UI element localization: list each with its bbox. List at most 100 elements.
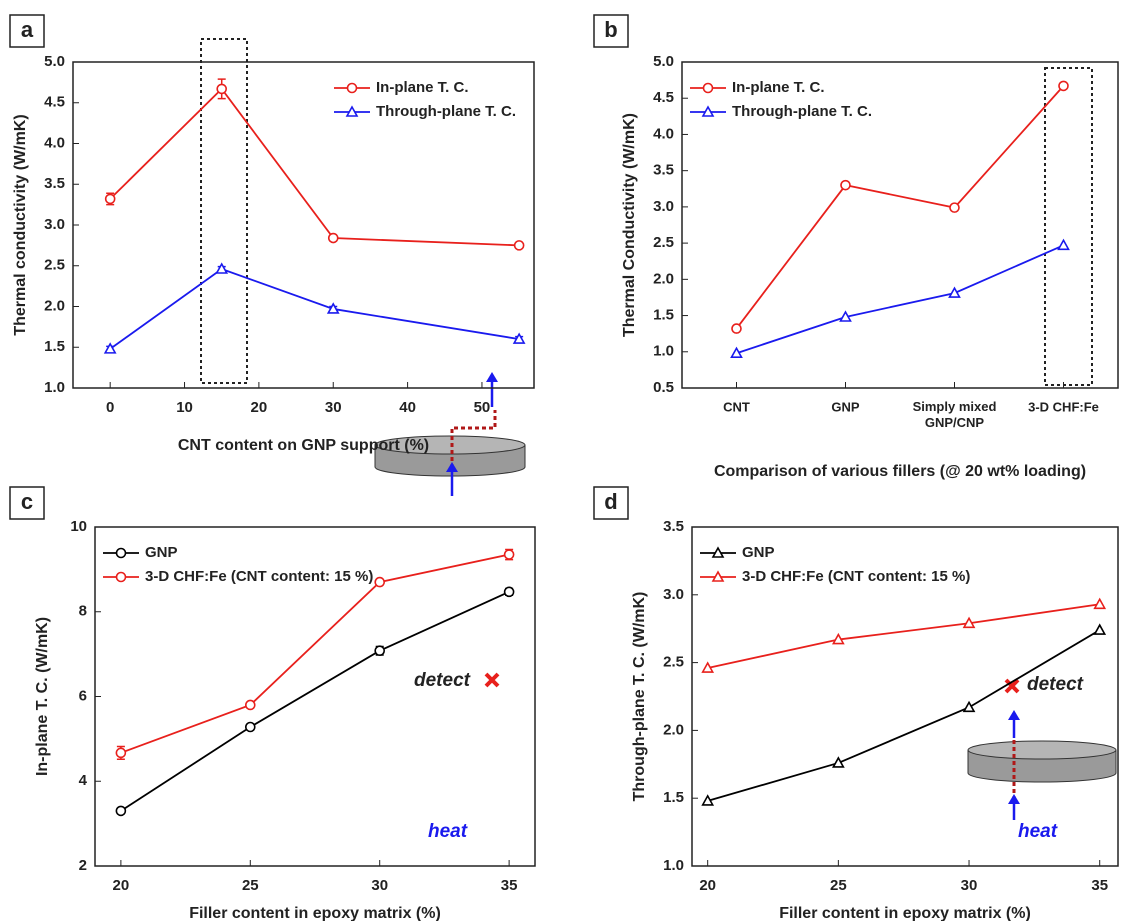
y-tick-label: 1.0	[663, 857, 684, 874]
y-tick-label: 1.5	[44, 338, 65, 355]
series-line	[120, 591, 510, 812]
y-axis-title: In-plane T. C. (W/mK)	[34, 617, 51, 776]
marker	[503, 586, 515, 598]
y-tick-label: 3.5	[663, 518, 684, 535]
y-tick-label: 4.0	[44, 134, 65, 151]
legend-label: Through-plane T. C.	[732, 103, 872, 120]
x-tick-label: 30	[325, 399, 342, 416]
marker	[244, 721, 256, 733]
y-tick-label: 3.0	[653, 198, 674, 215]
plot-frame	[72, 61, 535, 389]
y-tick-label: 1.5	[663, 789, 684, 806]
panel-label: d	[604, 489, 617, 514]
plot-frame	[691, 526, 1119, 867]
x-tick-label: 0	[106, 399, 114, 416]
legend-marker	[711, 570, 725, 582]
y-axis-title: Through-plane T. C. (W/mK)	[631, 592, 648, 802]
panel-label-box	[9, 486, 45, 520]
marker	[730, 346, 743, 359]
series-line	[707, 629, 1101, 802]
annotation: detect	[414, 670, 471, 691]
y-tick-label: 5.0	[653, 53, 674, 70]
legend-label: Through-plane T. C.	[376, 103, 516, 120]
legend-label: 3-D CHF:Fe (CNT content: 15 %)	[145, 568, 373, 585]
x-axis-title: Filler content in epoxy matrix (%)	[189, 905, 441, 921]
x-tick-label: 20	[699, 877, 716, 894]
legend-marker	[711, 546, 725, 558]
panel-label: b	[604, 17, 617, 42]
legend-label: GNP	[742, 544, 775, 561]
x-axis-title: CNT content on GNP support (%)	[178, 437, 429, 454]
marker	[831, 756, 845, 768]
y-tick-label: 0.5	[653, 379, 674, 396]
x-tick-label: 25	[242, 877, 259, 894]
marker	[115, 805, 127, 817]
legend-marker	[702, 82, 714, 94]
x-tick-label: GNP	[831, 399, 860, 414]
marker	[512, 332, 526, 344]
y-tick-label: 3.0	[44, 216, 65, 233]
legend-label: In-plane T. C.	[376, 79, 469, 96]
marker	[701, 661, 715, 673]
marker	[1093, 597, 1107, 610]
x-tick-label: 3-D CHF:Fe	[1028, 399, 1099, 414]
x-tick-label: 35	[1091, 877, 1108, 894]
x-axis-title: Comparison of various fillers (@ 20 wt% …	[714, 463, 1086, 480]
legend-label: GNP	[145, 544, 178, 561]
y-tick-label: 2.0	[653, 270, 674, 287]
y-tick-label: 4	[79, 772, 88, 789]
marker	[948, 286, 961, 298]
marker	[831, 632, 845, 645]
y-tick-label: 2.5	[653, 234, 674, 251]
marker	[1093, 623, 1107, 635]
marker	[103, 342, 117, 354]
x-tick-label: Simply mixed GNP/CNP	[913, 399, 997, 430]
x-tick-label: 20	[251, 399, 268, 416]
panel-label: c	[21, 489, 33, 514]
y-tick-label: 5.0	[44, 53, 65, 70]
legend-marker	[115, 571, 127, 583]
y-tick-label: 2.5	[663, 654, 684, 671]
marker	[513, 240, 525, 251]
sample-illustration: detect heat	[967, 674, 1117, 842]
y-tick-label: 1.0	[44, 379, 65, 396]
plot-frame	[94, 526, 536, 867]
x-tick-label: 10	[176, 399, 193, 416]
plot-frame	[681, 61, 1119, 389]
marker	[215, 262, 229, 274]
y-tick-label: 4.0	[653, 125, 674, 142]
legend-label: In-plane T. C.	[732, 79, 825, 96]
marker	[962, 616, 976, 629]
y-tick-label: 8	[79, 603, 87, 620]
series-line	[120, 553, 510, 754]
marker	[701, 794, 715, 806]
legend-marker	[346, 82, 358, 94]
y-tick-label: 4.5	[44, 94, 65, 111]
legend-marker	[115, 547, 127, 559]
legend-label: 3-D CHF:Fe (CNT content: 15 %)	[742, 568, 970, 585]
annotation: detect	[1027, 674, 1084, 695]
legend-marker	[701, 105, 715, 117]
y-tick-label: 3.5	[653, 162, 674, 179]
x-tick-label: 40	[399, 399, 416, 416]
series-line	[707, 603, 1100, 669]
y-tick-label: 2	[79, 857, 87, 874]
series-line	[109, 87, 520, 247]
panel-label-box	[9, 14, 45, 48]
x-tick-label: 30	[961, 877, 978, 894]
y-tick-label: 10	[70, 518, 87, 535]
panel-label: a	[21, 17, 34, 42]
marker	[374, 645, 386, 657]
y-tick-label: 1.5	[653, 307, 674, 324]
series-line	[109, 268, 520, 350]
x-tick-label: 35	[501, 877, 518, 894]
y-tick-label: 6	[79, 687, 87, 704]
annotation: heat	[428, 821, 468, 842]
y-axis-title: Thermal conductivity (W/mK)	[12, 114, 29, 335]
marker	[962, 700, 976, 713]
series-line	[735, 85, 1065, 330]
marker	[503, 549, 515, 560]
y-tick-label: 3.5	[44, 175, 65, 192]
x-tick-label: 30	[371, 877, 388, 894]
marker	[1058, 80, 1069, 92]
